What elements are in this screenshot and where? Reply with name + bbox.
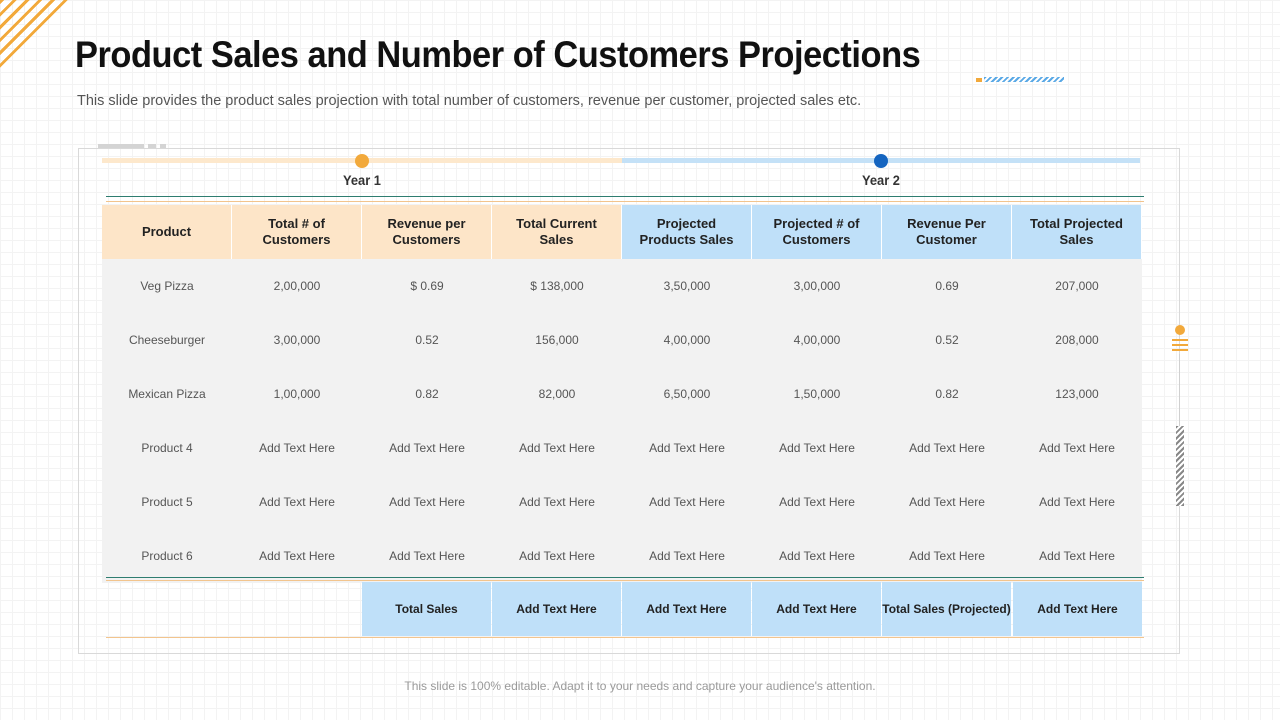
header-projected-customers: Projected # of Customers	[752, 205, 882, 259]
side-decoration	[1170, 322, 1192, 512]
table-cell: 1,00,000	[232, 367, 362, 421]
table-cell: 1,50,000	[752, 367, 882, 421]
slide-subtitle: This slide provides the product sales pr…	[77, 93, 862, 109]
header-divider-orange	[106, 201, 1144, 202]
table-cell: $ 138,000	[492, 259, 622, 313]
table-cell: 3,00,000	[232, 313, 362, 367]
table-cell: Add Text Here	[1012, 475, 1142, 529]
year1-label: Year 1	[343, 172, 381, 188]
header-total-current-sales: Total Current Sales	[492, 205, 622, 259]
header-divider-green	[106, 196, 1144, 197]
header-total-customers: Total # of Customers	[232, 205, 362, 259]
totals-underline	[106, 637, 1144, 638]
frame-mark	[98, 144, 144, 148]
table-cell: Veg Pizza	[102, 259, 232, 313]
table-cell: Product 4	[102, 421, 232, 475]
table-cell: 82,000	[492, 367, 622, 421]
table-cell: 4,00,000	[752, 313, 882, 367]
totals-cell: Add Text Here	[752, 582, 881, 636]
table-cell: Add Text Here	[492, 529, 622, 583]
table-cell: Add Text Here	[232, 475, 362, 529]
table-cell: 2,00,000	[232, 259, 362, 313]
table-cell: Add Text Here	[622, 529, 752, 583]
side-hatch	[1176, 426, 1184, 506]
corner-stripes-decoration	[0, 0, 74, 74]
table-cell: Add Text Here	[362, 475, 492, 529]
totals-label-total-sales: Total Sales	[362, 582, 491, 636]
table-cell: 207,000	[1012, 259, 1142, 313]
table-row: Product 6 Add Text Here Add Text Here Ad…	[102, 529, 1142, 583]
table-cell: 0.82	[362, 367, 492, 421]
table-cell: Add Text Here	[752, 529, 882, 583]
table-cell: Add Text Here	[362, 529, 492, 583]
table-cell: Product 5	[102, 475, 232, 529]
table-cell: 0.52	[362, 313, 492, 367]
table-cell: 3,50,000	[622, 259, 752, 313]
footer-divider-green	[106, 577, 1144, 578]
table-cell: Add Text Here	[882, 475, 1012, 529]
side-line	[1172, 349, 1188, 351]
year2-label: Year 2	[862, 172, 900, 188]
table-cell: Add Text Here	[622, 421, 752, 475]
header-revenue-per-customer: Revenue Per Customer	[882, 205, 1012, 259]
table-cell: Add Text Here	[232, 529, 362, 583]
table-cell: Add Text Here	[882, 529, 1012, 583]
side-line	[1172, 344, 1188, 346]
table-cell: Add Text Here	[752, 475, 882, 529]
table-cell: Cheeseburger	[102, 313, 232, 367]
projections-table: Product Total # of Customers Revenue per…	[102, 205, 1142, 583]
table-cell: 0.52	[882, 313, 1012, 367]
accent-hatch	[984, 77, 1064, 82]
table-cell: Add Text Here	[1012, 529, 1142, 583]
table-cell: 3,00,000	[752, 259, 882, 313]
table-cell: Add Text Here	[882, 421, 1012, 475]
footer-divider-orange	[106, 580, 1144, 581]
table-cell: 156,000	[492, 313, 622, 367]
table-cell: 208,000	[1012, 313, 1142, 367]
footer-note: This slide is 100% editable. Adapt it to…	[404, 679, 876, 693]
table-cell: 0.82	[882, 367, 1012, 421]
header-revenue-per-customers: Revenue per Customers	[362, 205, 492, 259]
totals-label-total-sales-projected: Total Sales (Projected)	[882, 582, 1011, 636]
timeline-marker-year2	[874, 154, 888, 168]
table-header-row: Product Total # of Customers Revenue per…	[102, 205, 1142, 259]
table-cell: 6,50,000	[622, 367, 752, 421]
frame-mark	[148, 144, 156, 148]
table-cell: Add Text Here	[1012, 421, 1142, 475]
table-row: Cheeseburger 3,00,000 0.52 156,000 4,00,…	[102, 313, 1142, 367]
table-cell: Add Text Here	[362, 421, 492, 475]
timeline-marker-year1	[355, 154, 369, 168]
table-cell: Product 6	[102, 529, 232, 583]
accent-dot	[976, 78, 982, 82]
totals-cell: Add Text Here	[492, 582, 621, 636]
header-total-projected-sales: Total Projected Sales	[1012, 205, 1142, 259]
table-cell: Add Text Here	[492, 421, 622, 475]
side-dot	[1175, 325, 1185, 335]
table-row: Veg Pizza 2,00,000 $ 0.69 $ 138,000 3,50…	[102, 259, 1142, 313]
table-cell: Add Text Here	[232, 421, 362, 475]
frame-mark	[160, 144, 166, 148]
table-cell: Add Text Here	[492, 475, 622, 529]
table-cell: Add Text Here	[752, 421, 882, 475]
side-line	[1172, 339, 1188, 341]
table-cell: Mexican Pizza	[102, 367, 232, 421]
table-row: Product 5 Add Text Here Add Text Here Ad…	[102, 475, 1142, 529]
table-row: Product 4 Add Text Here Add Text Here Ad…	[102, 421, 1142, 475]
table-cell: Add Text Here	[622, 475, 752, 529]
totals-row: Total Sales Add Text Here Add Text Here …	[102, 582, 1142, 636]
slide-title: Product Sales and Number of Customers Pr…	[75, 34, 921, 75]
table-cell: $ 0.69	[362, 259, 492, 313]
table-cell: 4,00,000	[622, 313, 752, 367]
table-cell: 123,000	[1012, 367, 1142, 421]
table-cell: 0.69	[882, 259, 1012, 313]
projections-table-container: Product Total # of Customers Revenue per…	[102, 205, 1142, 583]
header-product: Product	[102, 205, 232, 259]
title-accent-decoration	[976, 77, 1064, 83]
header-projected-products-sales: Projected Products Sales	[622, 205, 752, 259]
totals-cell: Add Text Here	[622, 582, 751, 636]
totals-cell: Add Text Here	[1013, 582, 1142, 636]
table-row: Mexican Pizza 1,00,000 0.82 82,000 6,50,…	[102, 367, 1142, 421]
